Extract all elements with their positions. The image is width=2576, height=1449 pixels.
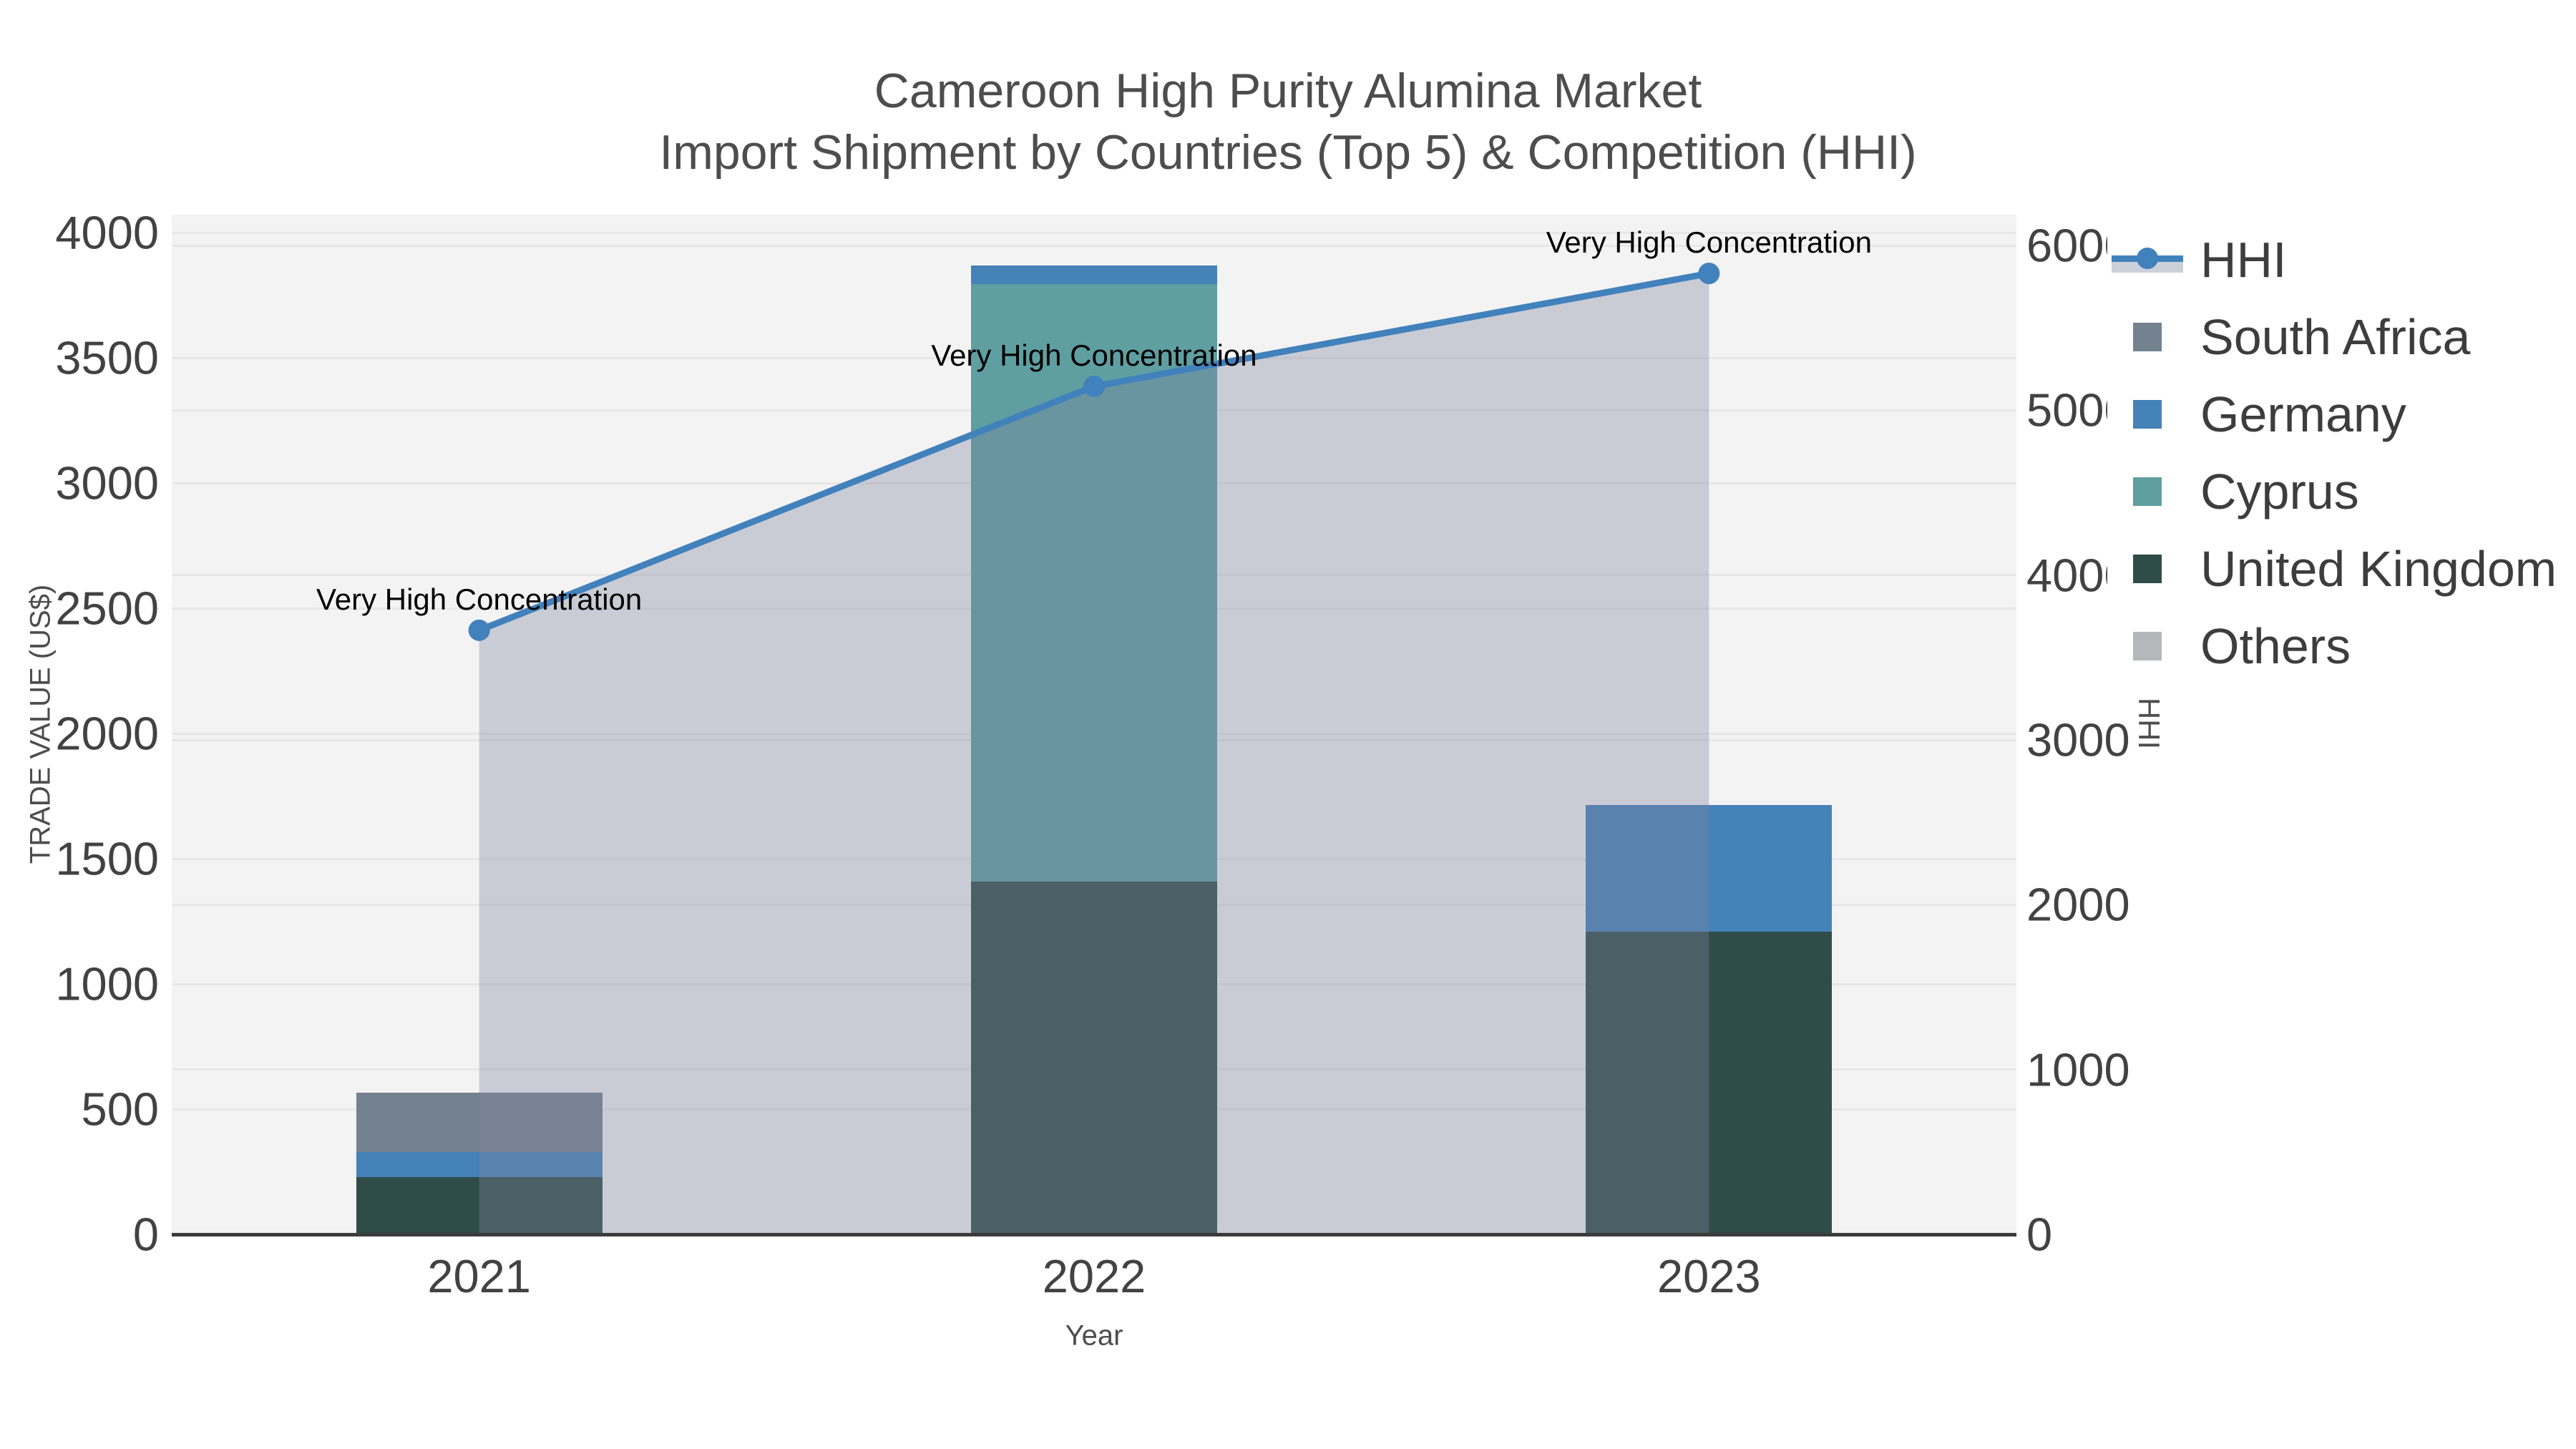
bar-segment-germany-2021[interactable] — [356, 1151, 602, 1177]
legend-label: Others — [2200, 618, 2351, 674]
legend-label: HHI — [2200, 232, 2287, 288]
bar-segment-south-africa-2021[interactable] — [356, 1093, 602, 1152]
bar-segment-germany-2023[interactable] — [1586, 804, 1833, 932]
legend-swatch-others — [2107, 632, 2187, 660]
hhi-line-swatch — [2107, 244, 2187, 275]
bar-segment-united-kingdom-2021[interactable] — [356, 1176, 602, 1234]
plot-area — [172, 215, 2016, 1234]
bar-segment-united-kingdom-2022[interactable] — [971, 881, 1217, 1234]
hhi-line-swatch-shape — [2112, 244, 2183, 275]
hhi-area-layer — [468, 263, 1720, 1234]
legend-label: Cyprus — [2200, 464, 2359, 519]
hhi-marker-2021[interactable] — [468, 619, 490, 641]
y-left-tick-3000: 3000 — [55, 457, 159, 509]
annotation-2023: Very High Concentration — [1546, 225, 1872, 260]
x-tick-2022: 2022 — [1042, 1250, 1146, 1302]
legend-swatch-united-kingdom — [2107, 555, 2187, 583]
legend-square-united-kingdom — [2133, 555, 2162, 583]
gridline-left-4000 — [172, 231, 2016, 234]
gridline-right-6000 — [172, 244, 2016, 247]
y-right-tick-1000: 1000 — [2026, 1043, 2130, 1096]
y-right-tick-3000: 3000 — [2026, 713, 2130, 766]
hhi-marker-2023[interactable] — [1698, 263, 1720, 285]
legend-square-cyprus — [2133, 477, 2162, 506]
legend-item-hhi[interactable]: HHI — [2107, 221, 2576, 298]
x-tick-2023: 2023 — [1657, 1250, 1761, 1302]
legend-square-others — [2133, 632, 2162, 660]
y-left-tick-500: 500 — [81, 1083, 159, 1136]
legend-label: South Africa — [2200, 309, 2471, 365]
legend-item-south-africa[interactable]: South Africa — [2107, 298, 2576, 376]
legend-square-south-africa — [2133, 323, 2162, 351]
y-left-axis-title: TRADE VALUE (US$) — [24, 584, 57, 864]
legend-item-germany[interactable]: Germany — [2107, 376, 2576, 453]
y-left-tick-0: 0 — [132, 1208, 159, 1261]
legend-swatch-cyprus — [2107, 477, 2187, 506]
chart-title: Cameroon High Purity Alumina Market — [874, 64, 1702, 118]
annotation-2022: Very High Concentration — [931, 338, 1257, 372]
bar-segment-united-kingdom-2023[interactable] — [1586, 931, 1833, 1234]
y-right-axis-title: HHI — [2132, 697, 2166, 750]
bar-segment-germany-2022[interactable] — [971, 265, 1217, 284]
legend-item-others[interactable]: Others — [2107, 608, 2576, 685]
legend-item-cyprus[interactable]: Cyprus — [2107, 453, 2576, 530]
x-tick-2021: 2021 — [427, 1250, 531, 1302]
legend-item-united-kingdom[interactable]: United Kingdom — [2107, 530, 2576, 608]
annotation-2021: Very High Concentration — [316, 582, 643, 616]
y-left-tick-4000: 4000 — [55, 206, 159, 259]
y-right-tick-2000: 2000 — [2026, 878, 2130, 931]
legend-label: Germany — [2200, 386, 2406, 442]
hhi-marker-glyph — [2137, 248, 2158, 269]
y-left-tick-1000: 1000 — [55, 957, 159, 1010]
x-axis-title: Year — [1065, 1319, 1123, 1352]
legend-swatch-germany — [2107, 400, 2187, 429]
y-left-tick-2000: 2000 — [55, 707, 159, 760]
legend: HHI South Africa Germany Cyprus United Kingd… — [2107, 221, 2576, 693]
hhi-marker-2022[interactable] — [1083, 375, 1105, 397]
y-left-tick-3500: 3500 — [55, 331, 159, 384]
hhi-area — [479, 273, 1709, 1234]
legend-swatch-south-africa — [2107, 323, 2187, 351]
chart-subtitle: Import Shipment by Countries (Top 5) & C… — [659, 125, 1917, 180]
y-left-tick-2500: 2500 — [55, 582, 159, 635]
legend-square-germany — [2133, 400, 2162, 429]
y-left-tick-1500: 1500 — [55, 832, 159, 885]
y-right-tick-0: 0 — [2026, 1208, 2053, 1261]
x-axis-line — [172, 1233, 2016, 1236]
legend-label: United Kingdom — [2200, 541, 2557, 597]
